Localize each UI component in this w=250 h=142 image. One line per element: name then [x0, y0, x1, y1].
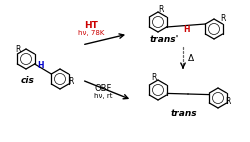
Text: OBF: OBF: [94, 83, 112, 92]
Text: R: R: [220, 13, 226, 22]
Text: H: H: [184, 25, 190, 34]
Text: R: R: [15, 44, 21, 54]
Text: R: R: [158, 5, 164, 13]
Text: R: R: [151, 73, 157, 82]
Text: trans': trans': [149, 35, 179, 43]
Text: hν, 78K: hν, 78K: [78, 30, 104, 36]
Text: HT: HT: [84, 20, 98, 30]
Text: cis: cis: [21, 76, 35, 84]
Text: trans: trans: [171, 108, 197, 117]
Text: hν, rt: hν, rt: [94, 93, 112, 99]
Text: R: R: [225, 98, 231, 106]
Text: Δ: Δ: [188, 54, 194, 62]
Text: R: R: [68, 77, 74, 85]
Text: H: H: [38, 60, 44, 69]
